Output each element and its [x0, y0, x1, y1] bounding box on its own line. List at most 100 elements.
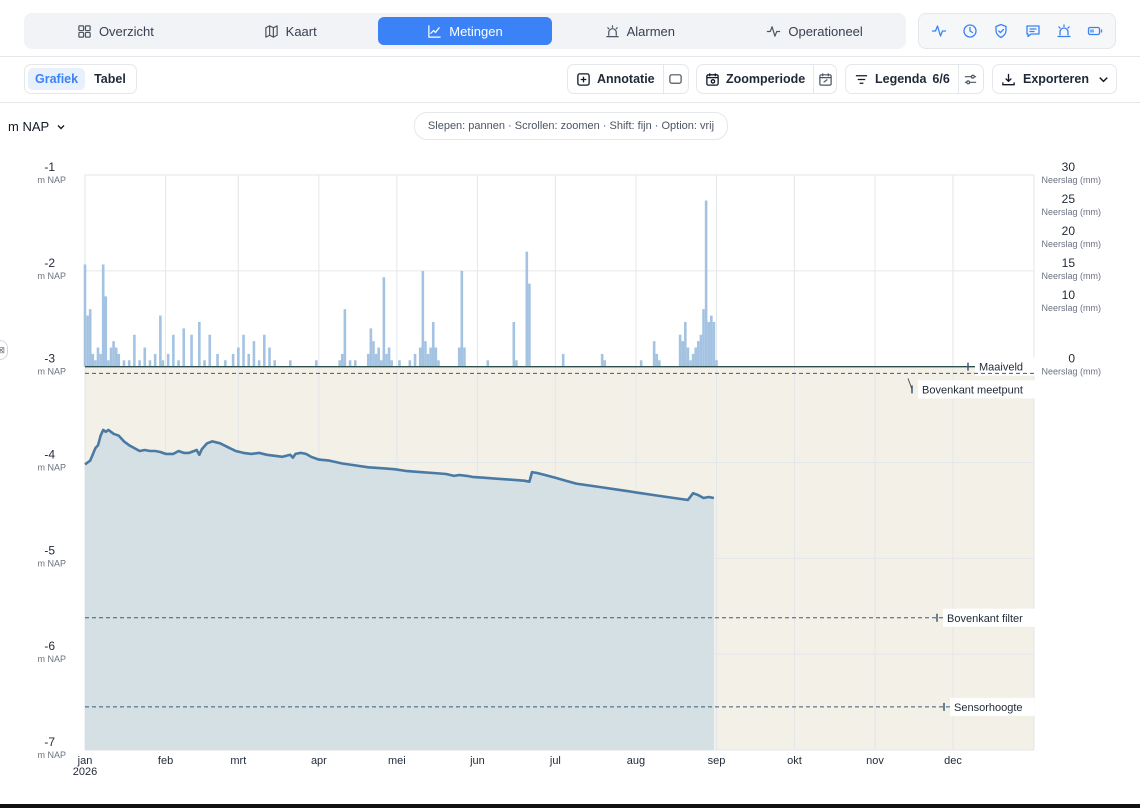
activity-icon: [766, 24, 781, 39]
reference-label: Sensorhoogte: [954, 702, 1023, 714]
precipitation-bar: [377, 347, 380, 367]
tab-metingen[interactable]: Metingen: [377, 17, 553, 45]
annotation-button[interactable]: Annotatie: [567, 64, 689, 94]
tab-overzicht[interactable]: Overzicht: [28, 17, 203, 45]
tab-alarmen[interactable]: Alarmen: [552, 17, 727, 45]
precipitation-bar: [343, 309, 347, 367]
y2-tick-label: 20: [1062, 224, 1076, 238]
precipitation-bar: [96, 347, 100, 367]
shield-icon[interactable]: [987, 17, 1015, 45]
clock-icon[interactable]: [956, 17, 984, 45]
precipitation-bar: [681, 341, 685, 367]
reference-label-bg: [975, 357, 1035, 376]
line-chart-icon: [427, 24, 442, 39]
precipitation-bar: [512, 321, 516, 367]
precipitation-bar: [652, 341, 656, 367]
precipitation-bar: [198, 321, 201, 367]
precipitation-bar: [379, 360, 383, 367]
zoom-period-button[interactable]: Zoomperiode: [696, 64, 837, 94]
precipitation-bar: [86, 315, 89, 367]
precipitation-bar: [273, 360, 277, 367]
precipitation-bar: [390, 360, 393, 367]
battery-icon[interactable]: [1081, 17, 1109, 45]
tab-operationeel[interactable]: Operationeel: [727, 17, 902, 45]
precipitation-bar: [515, 360, 518, 367]
precipitation-bar: [525, 251, 529, 367]
precipitation-bar: [418, 347, 422, 367]
nav-tabs: Overzicht Kaart Metingen Alarmen Operationee…: [24, 13, 906, 49]
precipitation-bar: [691, 353, 695, 367]
tab-label: Metingen: [449, 23, 503, 39]
precipitation-bar: [101, 264, 105, 367]
x-tick-label: jun: [469, 755, 485, 767]
tab-label: Alarmen: [626, 23, 675, 39]
dashboard-icon: [77, 24, 92, 39]
precipitation-bar: [426, 353, 430, 367]
chevron-down-icon: [57, 124, 65, 129]
x-tick-label: nov: [866, 755, 884, 767]
activity-icon[interactable]: [925, 17, 953, 45]
precipitation-bar: [387, 347, 391, 367]
reference-label: Maaiveld: [979, 362, 1023, 374]
precipitation-bar: [252, 341, 256, 367]
reference-label-bg: [918, 380, 1040, 399]
precipitation-bar: [257, 360, 261, 367]
export-button[interactable]: Exporteren: [992, 64, 1117, 94]
y-unit-label: m NAP: [37, 175, 66, 185]
message-icon[interactable]: [1019, 17, 1047, 45]
x-tick-label: jul: [549, 755, 561, 767]
precipitation-bar: [457, 347, 461, 367]
y-unit-label: m NAP: [37, 271, 66, 281]
tab-label: Kaart: [285, 23, 317, 39]
tab-kaart[interactable]: Kaart: [203, 17, 378, 45]
precipitation-bar: [224, 360, 227, 367]
y2-unit-label: Neerslag (mm): [1041, 367, 1101, 377]
sliders-icon[interactable]: [957, 65, 983, 93]
precipitation-bar: [143, 347, 147, 367]
precipitation-bar: [122, 360, 126, 367]
precipitation-bar: [153, 353, 157, 367]
precipitation-bar: [190, 334, 193, 367]
precipitation-bar: [338, 360, 341, 367]
y2-unit-label: Neerslag (mm): [1041, 175, 1101, 185]
calendar-reset-icon[interactable]: [813, 65, 836, 93]
legend-button[interactable]: Legenda 6/6: [845, 64, 984, 94]
icon-toolbar: [918, 13, 1116, 49]
view-tabel-button[interactable]: Tabel: [94, 72, 126, 86]
y-tick-label: -6: [44, 639, 55, 653]
view-grafiek-button[interactable]: Grafiek: [28, 68, 86, 90]
precipitation-bar: [166, 353, 170, 367]
zoom-period-label: Zoomperiode: [726, 72, 806, 86]
comment-icon[interactable]: [662, 65, 688, 93]
precipitation-bar: [385, 353, 388, 367]
interaction-hint: Slepen: pannen · Scrollen: zoomen · Shif…: [414, 112, 728, 140]
precipitation-bar: [88, 309, 92, 367]
precipitation-bar: [712, 321, 716, 367]
reference-label-bg: [943, 608, 1053, 627]
precipitation-bar: [216, 353, 219, 367]
groundwater-chart[interactable]: Maaiveld Bovenkant meetpunt Bovenkant filt…: [0, 150, 1140, 780]
precipitation-bar: [437, 360, 440, 367]
precipitation-bar: [710, 315, 713, 367]
precipitation-bar: [138, 360, 141, 367]
unit-selector[interactable]: m NAP: [8, 119, 67, 134]
siren-icon[interactable]: [1050, 17, 1078, 45]
x-tick-label: aug: [627, 755, 645, 767]
siren-icon: [605, 24, 620, 39]
precipitation-bar: [603, 360, 607, 367]
precipitation-bar: [268, 347, 271, 367]
precipitation-bar: [366, 353, 370, 367]
precipitation-bar: [684, 321, 687, 367]
y2-tick-label: 15: [1062, 256, 1076, 270]
precipitation-bar: [172, 334, 175, 367]
y2-tick-label: 30: [1062, 160, 1076, 174]
precipitation-bar: [678, 334, 682, 367]
precipitation-bar: [715, 360, 718, 367]
precipitation-bar: [114, 347, 118, 367]
view-toggle: Grafiek Tabel: [24, 64, 137, 94]
precipitation-bar: [697, 341, 700, 367]
precipitation-bar: [702, 309, 705, 367]
y-unit-label: m NAP: [37, 654, 66, 664]
reference-label: Bovenkant filter: [947, 613, 1023, 625]
annotation-label: Annotatie: [597, 72, 655, 86]
